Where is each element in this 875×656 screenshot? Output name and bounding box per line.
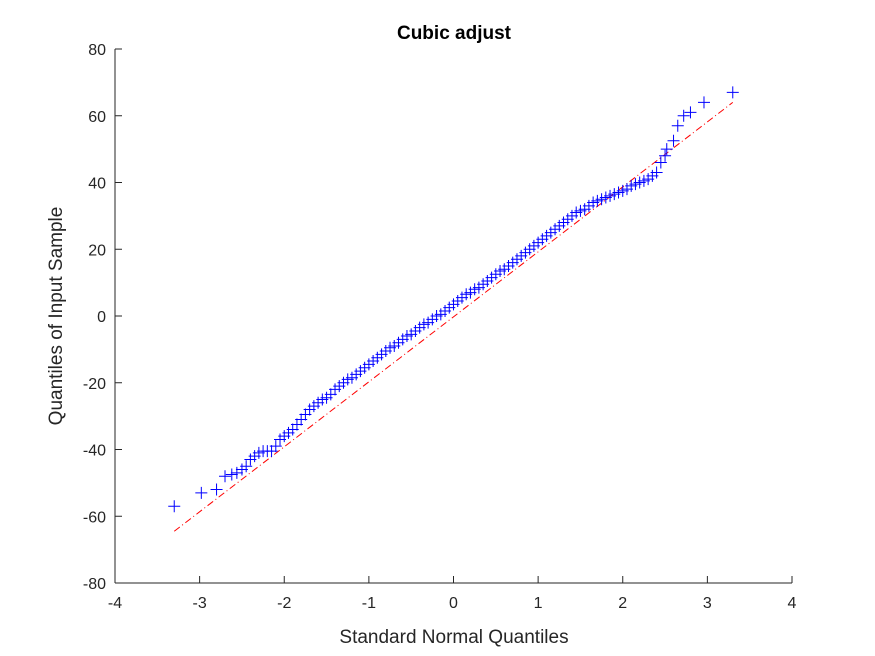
data-point [660,143,673,156]
y-tick-label: -40 [83,443,106,460]
y-tick-label: 0 [97,309,106,326]
data-point [225,468,238,481]
data-point [654,156,667,169]
y-tick-label: 80 [88,42,106,59]
x-tick-label: 2 [618,595,627,612]
x-tick-label: -4 [108,595,122,612]
data-point [671,119,684,132]
data-point [240,460,253,473]
y-axis-label: Quantiles of Input Sample [46,207,67,426]
data-point [726,86,739,99]
chart-title: Cubic adjust [397,23,512,44]
x-tick-label: -1 [362,595,376,612]
y-tick-label: 20 [88,242,106,259]
x-tick-label: 4 [788,595,797,612]
reference-line [173,102,734,532]
x-tick-label: -3 [193,595,207,612]
y-tick-label: 60 [88,109,106,126]
data-point [195,486,208,499]
x-tick-label: 0 [449,595,458,612]
data-point [168,500,181,513]
x-tick-label: 3 [703,595,712,612]
data-point [667,134,680,147]
data-point [269,440,282,453]
data-point [230,466,243,479]
data-point [659,149,672,162]
x-tick-label: 1 [534,595,543,612]
y-ticks: -80 -60 -40 -20 0 20 40 60 80 [83,42,122,593]
data-points [168,86,739,513]
x-tick-label: -2 [277,595,291,612]
y-tick-label: -20 [83,376,106,393]
y-tick-label: -60 [83,509,106,526]
data-point [650,166,663,179]
x-ticks: -4 -3 -2 -1 0 1 2 3 4 [108,576,797,612]
x-axis-label: Standard Normal Quantiles [339,627,568,648]
data-point [697,96,710,109]
data-point [219,470,232,483]
data-point [677,109,690,122]
y-tick-label: 40 [88,176,106,193]
plot-area: -4 -3 -2 -1 0 1 2 3 4 -80 -60 -40 -20 0 20 40 60 80 [83,42,797,612]
y-tick-label: -80 [83,576,106,593]
data-point [684,106,697,119]
data-point [210,483,223,496]
